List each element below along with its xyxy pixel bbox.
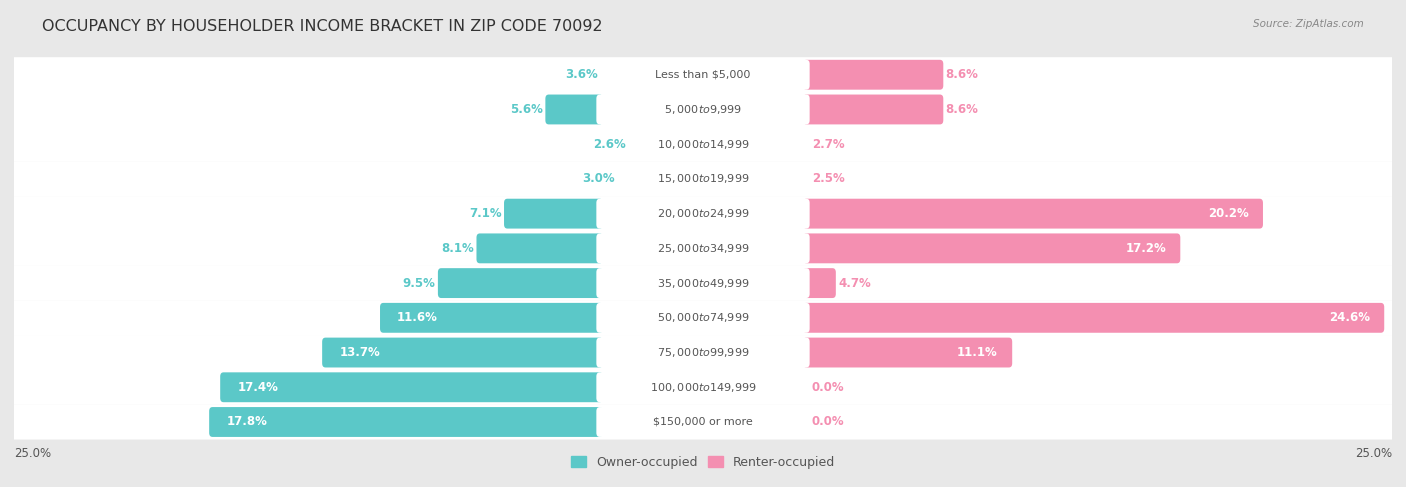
Text: 25.0%: 25.0%: [14, 447, 51, 460]
FancyBboxPatch shape: [11, 196, 1395, 231]
FancyBboxPatch shape: [437, 268, 603, 298]
FancyBboxPatch shape: [596, 303, 810, 333]
FancyBboxPatch shape: [11, 265, 1395, 300]
FancyBboxPatch shape: [322, 337, 603, 368]
Text: 11.1%: 11.1%: [957, 346, 998, 359]
Text: 8.6%: 8.6%: [945, 68, 979, 81]
Text: 7.1%: 7.1%: [470, 207, 502, 220]
Text: $20,000 to $24,999: $20,000 to $24,999: [657, 207, 749, 220]
Text: $50,000 to $74,999: $50,000 to $74,999: [657, 311, 749, 324]
Text: 2.7%: 2.7%: [811, 138, 845, 150]
Text: $150,000 or more: $150,000 or more: [654, 417, 752, 427]
FancyBboxPatch shape: [596, 373, 810, 402]
Text: 3.6%: 3.6%: [565, 68, 599, 81]
Text: 3.0%: 3.0%: [582, 172, 614, 186]
Text: 8.1%: 8.1%: [441, 242, 474, 255]
Text: 25.0%: 25.0%: [1355, 447, 1392, 460]
FancyBboxPatch shape: [596, 60, 810, 90]
FancyBboxPatch shape: [596, 233, 810, 263]
Text: Source: ZipAtlas.com: Source: ZipAtlas.com: [1253, 19, 1364, 30]
Text: $15,000 to $19,999: $15,000 to $19,999: [657, 172, 749, 186]
FancyBboxPatch shape: [477, 233, 603, 263]
Text: 2.6%: 2.6%: [593, 138, 626, 150]
FancyBboxPatch shape: [596, 199, 810, 228]
FancyBboxPatch shape: [546, 94, 603, 124]
FancyBboxPatch shape: [596, 337, 810, 368]
FancyBboxPatch shape: [11, 335, 1395, 370]
Legend: Owner-occupied, Renter-occupied: Owner-occupied, Renter-occupied: [567, 451, 839, 474]
Text: Less than $5,000: Less than $5,000: [655, 70, 751, 80]
Text: 0.0%: 0.0%: [811, 415, 845, 429]
FancyBboxPatch shape: [11, 127, 1395, 162]
FancyBboxPatch shape: [11, 300, 1395, 336]
Text: 17.2%: 17.2%: [1125, 242, 1166, 255]
Text: 13.7%: 13.7%: [339, 346, 380, 359]
Text: $10,000 to $14,999: $10,000 to $14,999: [657, 138, 749, 150]
Text: 2.5%: 2.5%: [811, 172, 845, 186]
FancyBboxPatch shape: [596, 164, 810, 194]
Text: 4.7%: 4.7%: [838, 277, 870, 290]
FancyBboxPatch shape: [596, 129, 810, 159]
Text: 11.6%: 11.6%: [396, 311, 439, 324]
FancyBboxPatch shape: [11, 231, 1395, 266]
FancyBboxPatch shape: [503, 199, 603, 228]
Text: 17.4%: 17.4%: [238, 381, 278, 394]
FancyBboxPatch shape: [803, 233, 1180, 263]
FancyBboxPatch shape: [209, 407, 603, 437]
FancyBboxPatch shape: [11, 161, 1395, 196]
Text: 9.5%: 9.5%: [402, 277, 436, 290]
Text: 20.2%: 20.2%: [1208, 207, 1249, 220]
FancyBboxPatch shape: [11, 57, 1395, 92]
Text: 17.8%: 17.8%: [226, 415, 267, 429]
Text: 0.0%: 0.0%: [811, 381, 845, 394]
Text: 5.6%: 5.6%: [510, 103, 543, 116]
FancyBboxPatch shape: [803, 199, 1263, 228]
Text: $75,000 to $99,999: $75,000 to $99,999: [657, 346, 749, 359]
Text: 24.6%: 24.6%: [1329, 311, 1369, 324]
FancyBboxPatch shape: [803, 94, 943, 124]
FancyBboxPatch shape: [11, 370, 1395, 405]
FancyBboxPatch shape: [803, 268, 835, 298]
FancyBboxPatch shape: [803, 60, 943, 90]
FancyBboxPatch shape: [803, 303, 1385, 333]
FancyBboxPatch shape: [596, 407, 810, 437]
Text: $25,000 to $34,999: $25,000 to $34,999: [657, 242, 749, 255]
FancyBboxPatch shape: [11, 405, 1395, 440]
FancyBboxPatch shape: [803, 337, 1012, 368]
Text: OCCUPANCY BY HOUSEHOLDER INCOME BRACKET IN ZIP CODE 70092: OCCUPANCY BY HOUSEHOLDER INCOME BRACKET …: [42, 19, 603, 35]
FancyBboxPatch shape: [11, 92, 1395, 127]
FancyBboxPatch shape: [380, 303, 603, 333]
FancyBboxPatch shape: [596, 94, 810, 124]
FancyBboxPatch shape: [221, 373, 603, 402]
FancyBboxPatch shape: [596, 268, 810, 298]
Text: $100,000 to $149,999: $100,000 to $149,999: [650, 381, 756, 394]
Text: 8.6%: 8.6%: [945, 103, 979, 116]
Text: $5,000 to $9,999: $5,000 to $9,999: [664, 103, 742, 116]
Text: $35,000 to $49,999: $35,000 to $49,999: [657, 277, 749, 290]
